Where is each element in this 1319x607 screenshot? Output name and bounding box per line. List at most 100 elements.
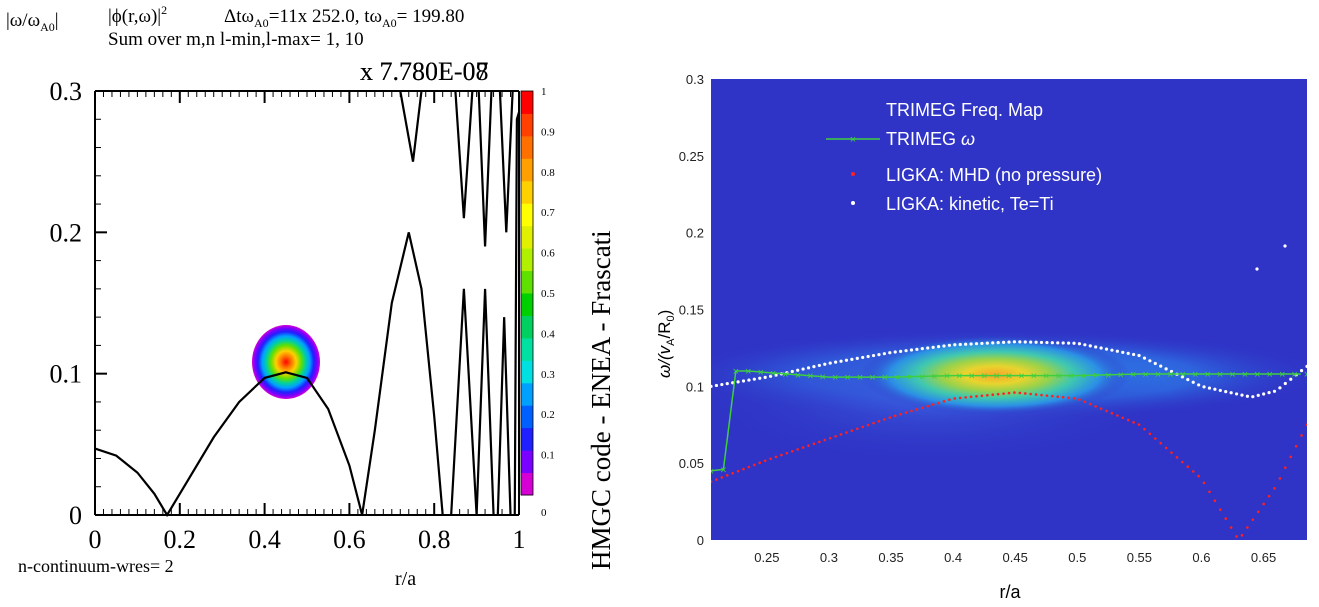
- mhd-point: [1251, 518, 1255, 521]
- mhd-point: [720, 476, 724, 479]
- legend-label-trimeg: TRIMEG ω: [886, 129, 975, 149]
- kinetic-point: [888, 351, 892, 355]
- trimeg-marker: ×: [1217, 369, 1223, 381]
- mhd-point: [986, 393, 989, 397]
- kinetic-point: [1007, 340, 1011, 344]
- colorbar-segment: [521, 405, 533, 429]
- kinetic-point: [1132, 352, 1136, 357]
- mhd-point: [877, 419, 881, 423]
- continuum-branch-edge: [496, 317, 512, 516]
- mhd-point: [1002, 392, 1005, 395]
- legend-label-mhd: LIGKA: MHD (no pressure): [886, 165, 1102, 185]
- trimeg-marker: ×: [1142, 369, 1148, 381]
- right-x-tick-label: 0.3: [820, 550, 838, 565]
- right-y-tick-label: 0.3: [686, 72, 704, 87]
- kinetic-point: [1164, 367, 1168, 371]
- left-scale-b: x 7.780E-08: [360, 57, 489, 86]
- trimeg-marker: ×: [745, 366, 751, 378]
- trimeg-line: [711, 370, 1301, 472]
- colorbar-segment: [521, 472, 533, 496]
- mhd-point: [915, 408, 919, 411]
- trimeg-marker: ×: [1180, 369, 1186, 381]
- continuum-branch-edge: [498, 90, 514, 233]
- kinetic-point: [801, 367, 805, 371]
- mhd-point: [1159, 441, 1163, 445]
- right-x-tick-label: 0.25: [754, 550, 779, 565]
- trimeg-marker: ×: [919, 371, 925, 383]
- mhd-point: [1224, 517, 1228, 520]
- kinetic-point: [790, 369, 794, 374]
- trimeg-marker: ×: [733, 366, 739, 378]
- mhd-point: [926, 404, 930, 408]
- kinetic-point: [1278, 386, 1282, 390]
- left-y-tick-label: 0.1: [50, 360, 83, 389]
- trimeg-marker: ×: [1105, 370, 1111, 382]
- continuum-branch-main: [94, 232, 444, 518]
- kinetic-point: [711, 384, 713, 388]
- continuum-branch-edge: [454, 90, 474, 219]
- mhd-point: [1240, 533, 1244, 537]
- colorbar-tick-label: 0.9: [541, 126, 555, 138]
- continuum-branch-edge: [475, 288, 495, 516]
- kinetic-point: [1207, 386, 1212, 390]
- left-scale-a: x 7.780E-07: [360, 57, 489, 86]
- mhd-point: [1116, 414, 1119, 417]
- kinetic-point: [926, 346, 930, 350]
- mhd-point: [1305, 423, 1307, 427]
- mhd-point: [1137, 423, 1141, 426]
- trimeg-marker: ×: [944, 371, 950, 383]
- left-y-tick-label: 0.3: [50, 77, 83, 106]
- trimeg-marker: ×: [1130, 369, 1136, 381]
- colorbar-segment: [521, 248, 533, 272]
- kinetic-point: [1197, 383, 1201, 387]
- kinetic-point: [899, 349, 903, 353]
- mhd-point: [763, 459, 767, 463]
- mhd-point: [888, 416, 892, 419]
- legend: TRIMEG Freq. Map × TRIMEG ω LIGKA: MHD (…: [826, 100, 1102, 214]
- colorbar-segment: [521, 427, 533, 451]
- kinetic-point: [947, 343, 952, 347]
- mhd-point: [1235, 535, 1238, 538]
- trimeg-marker: ×: [882, 372, 888, 384]
- mhd-point: [1246, 526, 1249, 529]
- kinetic-point: [1262, 392, 1266, 396]
- trimeg-marker: ×: [1093, 370, 1099, 382]
- mhd-point: [996, 392, 1000, 396]
- kinetic-point: [1115, 349, 1119, 353]
- trimeg-marker: ×: [1118, 370, 1124, 382]
- trimeg-marker: ×: [993, 371, 999, 383]
- kinetic-point: [1072, 341, 1076, 345]
- right-x-tick-label: 0.5: [1068, 550, 1086, 565]
- kinetic-point: [866, 354, 870, 359]
- trimeg-marker: ×: [1018, 371, 1024, 383]
- mhd-point: [731, 471, 734, 475]
- mhd-point: [1219, 508, 1222, 511]
- left-ticks: 0 0.2 0.4 0.6 0.8 1 0 0.1 0.2 0.3: [50, 77, 526, 554]
- kinetic-point: [1153, 361, 1157, 366]
- left-y-tick-label: 0: [69, 501, 82, 530]
- mhd-point: [899, 412, 902, 416]
- trimeg-marker: ×: [1080, 370, 1086, 382]
- left-heat-spot: [252, 325, 320, 399]
- mhd-point: [883, 418, 886, 421]
- kinetic-point: [953, 343, 957, 347]
- kinetic-outlier-point: [1283, 244, 1287, 248]
- trimeg-marker: ×: [795, 370, 801, 382]
- mhd-point: [753, 463, 756, 467]
- mhd-point: [850, 429, 854, 432]
- continuum-branch-edge: [399, 90, 423, 162]
- trimeg-marker: ×: [1068, 371, 1074, 383]
- mhd-point: [1197, 474, 1200, 478]
- colorbar-tick-label: 0.6: [541, 248, 555, 260]
- mhd-point: [1121, 416, 1125, 420]
- right-y-tick-label: 0.1: [686, 379, 704, 394]
- mhd-point: [715, 478, 718, 481]
- kinetic-point: [974, 342, 979, 346]
- legend-marker-trimeg: ×: [850, 134, 856, 146]
- mhd-point: [1051, 394, 1054, 398]
- trimeg-marker: ×: [1279, 369, 1285, 381]
- mhd-point: [807, 444, 810, 447]
- kinetic-point: [763, 375, 767, 379]
- kinetic-point: [747, 378, 751, 382]
- mhd-point: [1083, 400, 1087, 404]
